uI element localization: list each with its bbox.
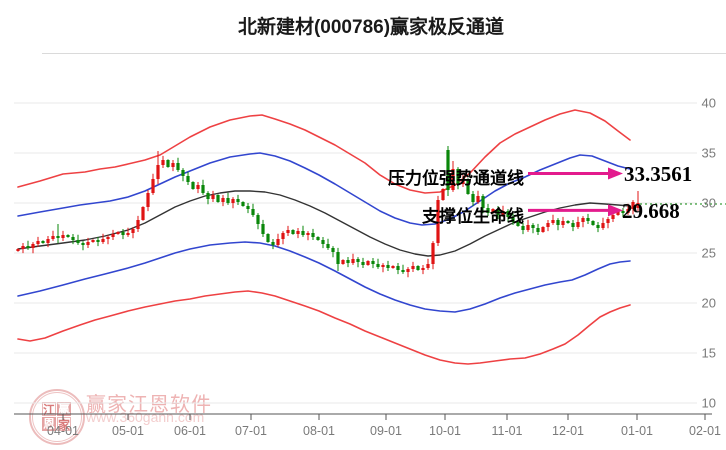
y-tick-label: 30 (702, 196, 716, 211)
x-tick-label: 10-01 (429, 424, 461, 438)
seal-grid: 江 赢 恩 家 (42, 402, 72, 432)
seal-char: 江 (42, 402, 56, 417)
x-tick-label: 06-01 (174, 424, 206, 438)
x-tick-label: 07-01 (235, 424, 267, 438)
seal-char: 家 (57, 417, 71, 432)
upper-blue-strength-line (17, 152, 631, 226)
y-tick-label: 20 (702, 296, 716, 311)
resistance-arrow-head (608, 167, 623, 180)
x-tick-label: 04-01 (47, 424, 79, 438)
chart-title: 北新建材(000786)赢家极反通道 (237, 17, 505, 38)
lower-blue-weakness-line (17, 241, 631, 313)
x-tick-label: 01-01 (621, 424, 653, 438)
y-tick-label: 25 (702, 246, 716, 261)
support-arrow-head (608, 204, 623, 217)
x-axis: 04-01 05-01 06-01 07-01 08-01 09-01 10-01 11-01… (14, 413, 721, 438)
seal-char: 赢 (57, 402, 71, 416)
gridlines (14, 102, 697, 404)
title-divider (42, 53, 726, 54)
x-tick-label: 08-01 (303, 424, 335, 438)
y-tick-label: 15 (702, 346, 716, 361)
resistance-channel-label: 压力位强势通道线 (388, 169, 524, 188)
support-value: 29.668 (622, 199, 680, 223)
resistance-value: 33.3561 (624, 162, 693, 186)
candles (16, 146, 640, 278)
upper-red-channel-line (17, 109, 631, 194)
life-line (17, 190, 631, 257)
x-tick-label: 09-01 (370, 424, 402, 438)
x-tick-label: 12-01 (552, 424, 584, 438)
x-tick-label: 02-01 (689, 424, 721, 438)
y-tick-label: 35 (702, 146, 716, 161)
seal-char: 恩 (42, 417, 56, 431)
annotation-arrows (528, 167, 623, 217)
support-lifeline-label: 支撑位生命线 (422, 207, 524, 226)
y-tick-label: 40 (702, 96, 716, 111)
watermark-url: www.360gann.com (86, 409, 205, 425)
x-tick-label: 05-01 (112, 424, 144, 438)
watermark-brand: 赢家江恩软件 (86, 394, 212, 416)
y-axis-labels: 40 35 30 25 20 15 10 (702, 96, 716, 411)
yingjia-gann-logo-icon: 江 赢 恩 家 (29, 389, 85, 445)
x-tick-label: 11-01 (491, 424, 522, 438)
y-tick-label: 10 (702, 396, 716, 411)
lower-red-channel-line (17, 290, 631, 365)
